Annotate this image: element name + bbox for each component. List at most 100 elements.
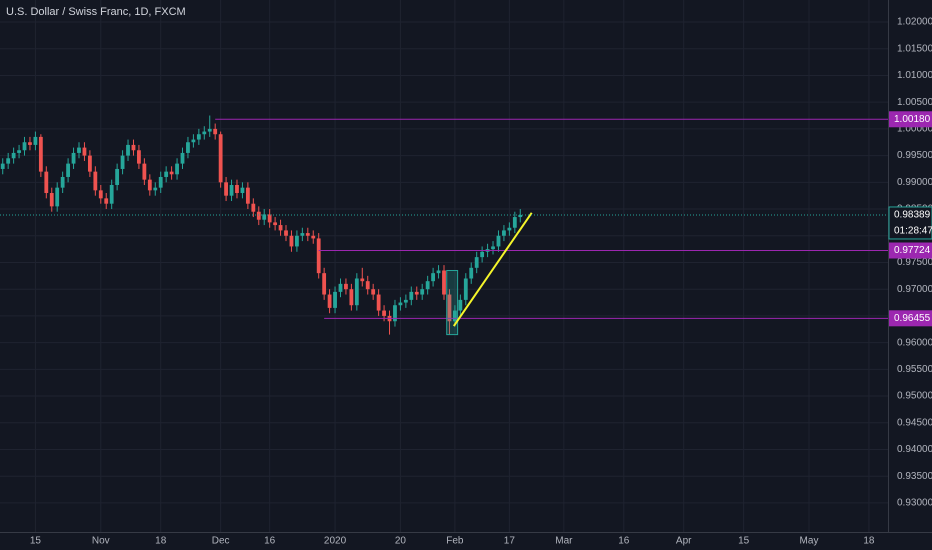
candle-body [218,134,223,183]
candle-body [38,136,43,172]
y-tick-label: 0.95500 [897,364,932,375]
candle-body [87,155,92,172]
x-tick-label: May [800,536,819,547]
candle-body [458,299,463,311]
candle-body [22,142,27,151]
candle-body [420,289,425,295]
level-price-tag [889,242,932,259]
candle-body [284,230,288,236]
countdown-label: 01:28:47 [894,226,932,237]
candle-body [251,203,256,212]
candle-body [365,281,370,290]
candle-body [311,235,316,239]
candle-body [229,184,234,196]
marks [0,115,888,336]
candle-body [120,155,125,169]
candle-body [496,235,501,247]
candle-body [262,214,267,220]
candle-body [393,305,397,322]
y-tick-label: 1.02000 [897,17,932,28]
candle-body [295,235,299,247]
y-tick-label: 0.94500 [897,417,932,428]
candle-body [126,144,130,156]
candle-body [256,211,261,220]
candle-body [431,273,436,282]
x-tick-label: Apr [676,536,692,547]
candle-body [480,251,485,258]
candle-body [109,184,114,204]
candle-body [137,150,141,164]
candle-body [207,128,212,132]
y-tick-label: 1.00000 [897,124,932,135]
candle-body [224,182,228,196]
y-tick-label: 0.93500 [897,471,932,482]
candle-body [49,193,54,207]
candle-body [491,246,495,250]
candle-body [469,267,474,279]
candle-body [344,283,348,290]
x-tick-label: Mar [555,536,573,547]
candle-body [425,281,430,290]
candle-body [28,142,32,145]
x-tick-label: 20 [395,536,407,547]
candle-body [403,299,408,303]
candle-body [77,147,81,153]
candle-body [158,176,163,188]
candle-body [55,187,60,207]
candle-body [0,163,5,169]
candle-body [71,152,76,164]
y-tick-label: 0.99000 [897,177,932,188]
candle-body [11,152,16,159]
candle-body [180,152,185,164]
y-tick-label: 0.93000 [897,498,932,509]
chart-title: U.S. Dollar / Swiss Franc, 1D, FXCM [6,6,186,18]
candle-body [382,310,386,316]
y-tick-label: 1.00500 [897,97,932,108]
y-tick-label: 0.94000 [897,444,932,455]
candle-body [240,187,245,194]
x-tick-label: Dec [212,536,230,547]
candle-body [333,291,337,308]
candle-body [512,217,517,228]
candle-body [327,294,332,308]
level-price-tag [889,310,932,327]
candle-body [213,128,218,135]
candle-body [98,190,103,199]
x-tick-label: Nov [92,536,110,547]
x-tick-label: 18 [863,536,875,547]
y-tick-label: 0.97500 [897,257,932,268]
level-price-label: 1.00180 [894,114,931,125]
candle-body [115,168,120,185]
candle-body [349,289,354,306]
candle-body [376,294,381,311]
candle-body [169,171,174,175]
candle-body [409,291,414,300]
candle-body [245,187,250,204]
candle-body [33,136,38,145]
candle-body [300,233,305,236]
y-tick-label: 0.97000 [897,284,932,295]
candle-body [316,238,321,274]
x-tick-label: 16 [618,536,630,547]
x-tick-label: 15 [30,536,42,547]
candle-body [175,163,179,175]
candle-body [131,144,136,151]
candle-body [502,230,506,236]
level-price-tag [889,111,932,128]
y-tick-label: 1.01000 [897,70,932,81]
candle-body [202,131,207,135]
candle-body [273,222,278,226]
candle-body [360,278,365,282]
candle-body [442,270,446,295]
candle-body [371,289,376,295]
candle-body [267,214,272,223]
candle-body [452,310,457,322]
candle-body [153,187,158,191]
last-price-tag [888,206,932,240]
candle-body [60,176,65,188]
y-tick-label: 0.96000 [897,337,932,348]
candle-body [289,235,294,247]
candle-body [142,163,147,180]
